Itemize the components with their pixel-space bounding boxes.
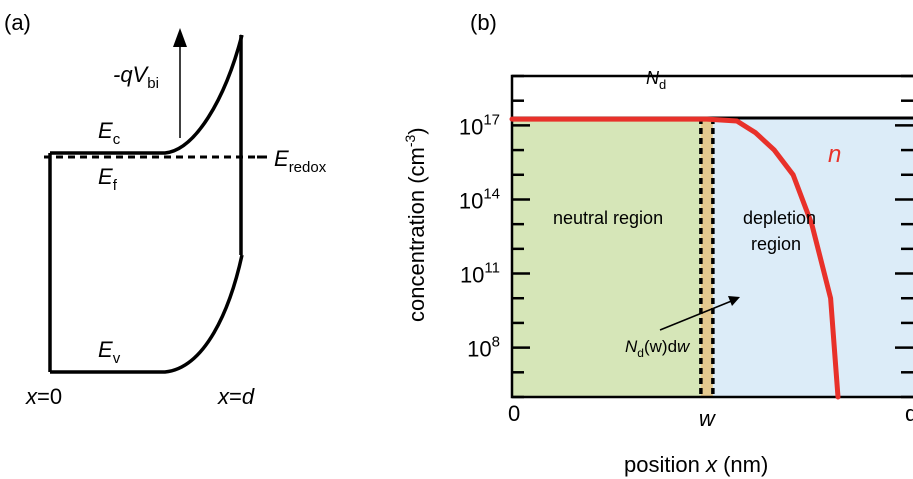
- neutral-region-fill: [512, 117, 701, 398]
- nd-label: Nd: [646, 68, 666, 92]
- eredox-label: Eredox: [274, 146, 327, 176]
- x-tick-0: 0: [508, 401, 520, 426]
- y-tick-label: 1017: [459, 111, 500, 139]
- y-tick-labels: 108 1011 1014 1017: [459, 111, 500, 361]
- x0-label: x=0: [25, 384, 62, 409]
- ev-label: Ev: [98, 337, 121, 367]
- depletion-label-line2: region: [751, 234, 801, 254]
- plot-frame: [510, 74, 913, 399]
- y-tick-label: 108: [467, 334, 500, 362]
- y-axis-ticks: [512, 74, 913, 399]
- ndw-arrow-shaft: [659, 299, 735, 331]
- depletion-label-line1: depletion: [743, 208, 816, 228]
- xd-label: x=d: [217, 384, 255, 409]
- vbi-label: -qVbi: [113, 62, 159, 92]
- y-tick-label: 1011: [460, 260, 500, 288]
- neutral-region-label: neutral region: [553, 208, 663, 228]
- ec-label: Ec: [98, 118, 121, 148]
- panel-a-band-diagram: (a) -qVbi Ec Ef Eredox Ev x=0 x=d: [4, 10, 327, 409]
- n-label: n: [828, 141, 841, 168]
- panel-b-label: (b): [470, 10, 497, 35]
- panel-b-chart: (b) 108 1011 1014 1017 0 w d Nd n neutral r…: [402, 10, 913, 477]
- ef-label: Ef: [98, 164, 118, 194]
- x-tick-w: w: [699, 406, 717, 431]
- x-axis-label: position x (nm): [624, 452, 768, 477]
- depletion-region-fill: [712, 117, 913, 398]
- conduction-band-edge: [50, 34, 244, 155]
- y-axis-label: concentration (cm-3): [402, 127, 429, 322]
- ndw-label: Nd(w)dw: [625, 337, 691, 360]
- ndw-arrow-head: [728, 296, 740, 306]
- x-tick-d: d: [905, 401, 913, 426]
- slab-fill: [700, 117, 713, 398]
- panel-a-label: (a): [4, 10, 31, 35]
- y-tick-label: 1014: [459, 185, 500, 213]
- vbi-arrow-head: [173, 28, 187, 47]
- valence-band-edge: [50, 254, 244, 374]
- series-n-curve: [509, 116, 841, 400]
